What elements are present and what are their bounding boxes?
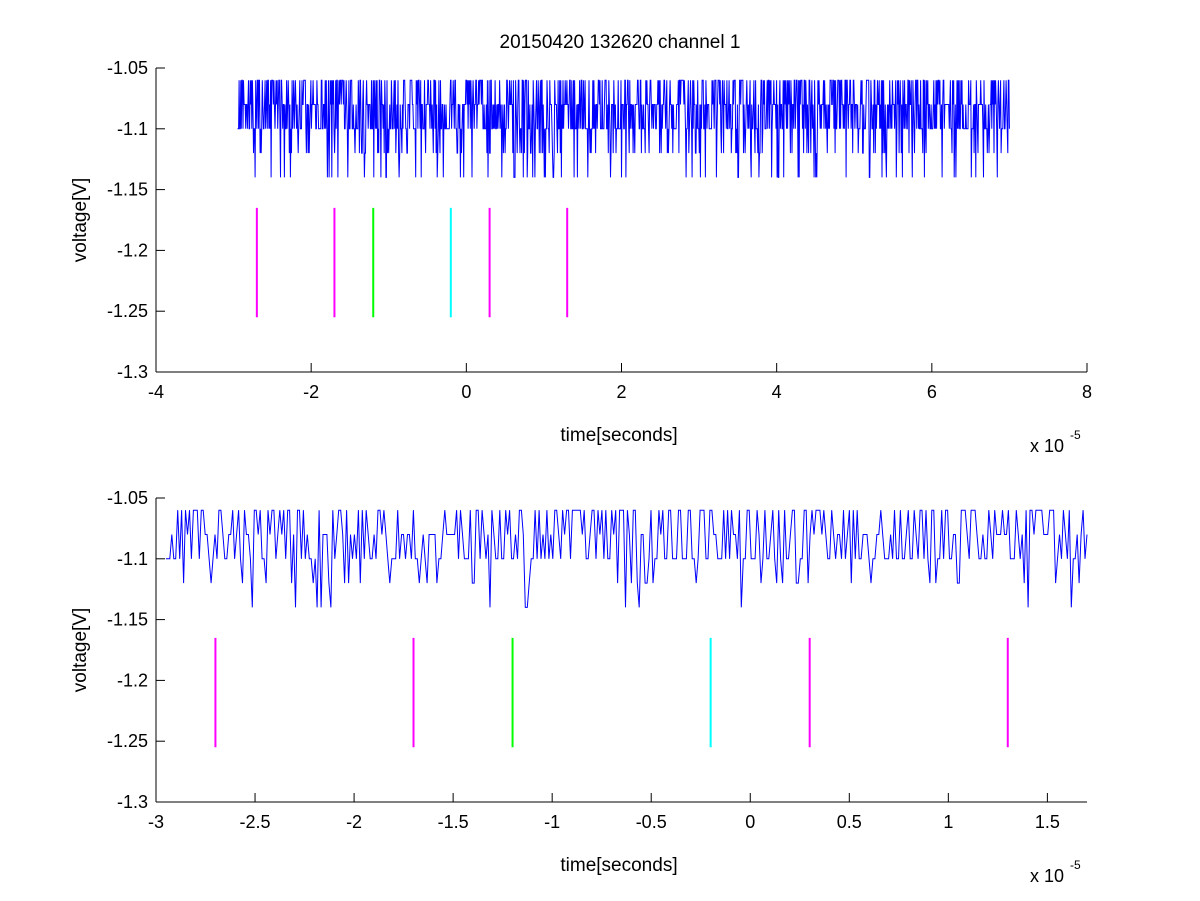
figure-title: 20150420 132620 channel 1	[500, 32, 741, 53]
p1-x-tick-label: -4	[148, 382, 164, 402]
p1-y-tick-label: -1.1	[117, 119, 148, 139]
p2-x-tick-label: -2	[346, 812, 362, 832]
p2-x-tick-label: -3	[148, 812, 164, 832]
p2-x-tick-label: 0	[745, 812, 755, 832]
p2-y-tick-label: -1.05	[107, 488, 148, 508]
p1-x-tick-label: -2	[303, 382, 319, 402]
p2-x-multiplier: x 10	[1030, 866, 1064, 886]
top-plot: -1.05 -1.1 -1.15 -1.2 -1.25 -1.3-4 -2 0 2 4 6 8 time…	[70, 58, 1092, 456]
p2-voltage-trace	[165, 509, 1088, 608]
p1-y-tick-label: -1.25	[107, 301, 148, 321]
p1-y-tick-label: -1.3	[117, 362, 148, 382]
p1-y-tick-label: -1.2	[117, 240, 148, 260]
p1-y-axis-label: voltage[V]	[70, 178, 91, 263]
p2-x-axis-label: time[seconds]	[560, 855, 677, 876]
p2-y-tick-label: -1.15	[107, 610, 148, 630]
p2-y-axis-label: voltage[V]	[70, 608, 91, 693]
p1-y-tick-label: -1.05	[107, 58, 148, 78]
p2-x-tick-label: -0.5	[636, 812, 667, 832]
p2-y-tick-label: -1.3	[117, 792, 148, 812]
p1-x-tick-label: 4	[772, 382, 782, 402]
p1-x-tick-label: 8	[1082, 382, 1092, 402]
p2-x-tick-label: 0.5	[837, 812, 862, 832]
p1-x-tick-label: 2	[616, 382, 626, 402]
p2-x-tick-label: -1.5	[438, 812, 469, 832]
bottom-plot: -1.05 -1.1 -1.15 -1.2 -1.25 -1.3-3 -2.5 -2 -1.5 -…	[70, 488, 1088, 886]
p1-x-tick-label: 6	[927, 382, 937, 402]
p2-x-multiplier-exponent: -5	[1070, 858, 1081, 872]
p1-x-multiplier: x 10	[1030, 436, 1064, 456]
p1-voltage-trace	[237, 79, 1010, 178]
p2-y-tick-label: -1.2	[117, 670, 148, 690]
p2-x-tick-label: -1	[544, 812, 560, 832]
p1-y-tick-label: -1.15	[107, 180, 148, 200]
p1-x-axis-label: time[seconds]	[560, 425, 677, 446]
p1-x-multiplier-exponent: -5	[1070, 428, 1081, 442]
p2-y-tick-label: -1.25	[107, 731, 148, 751]
p2-y-tick-label: -1.1	[117, 549, 148, 569]
p1-x-tick-label: 0	[461, 382, 471, 402]
p2-x-tick-label: 1	[943, 812, 953, 832]
p2-x-tick-label: 1.5	[1035, 812, 1060, 832]
p2-x-tick-label: -2.5	[240, 812, 271, 832]
